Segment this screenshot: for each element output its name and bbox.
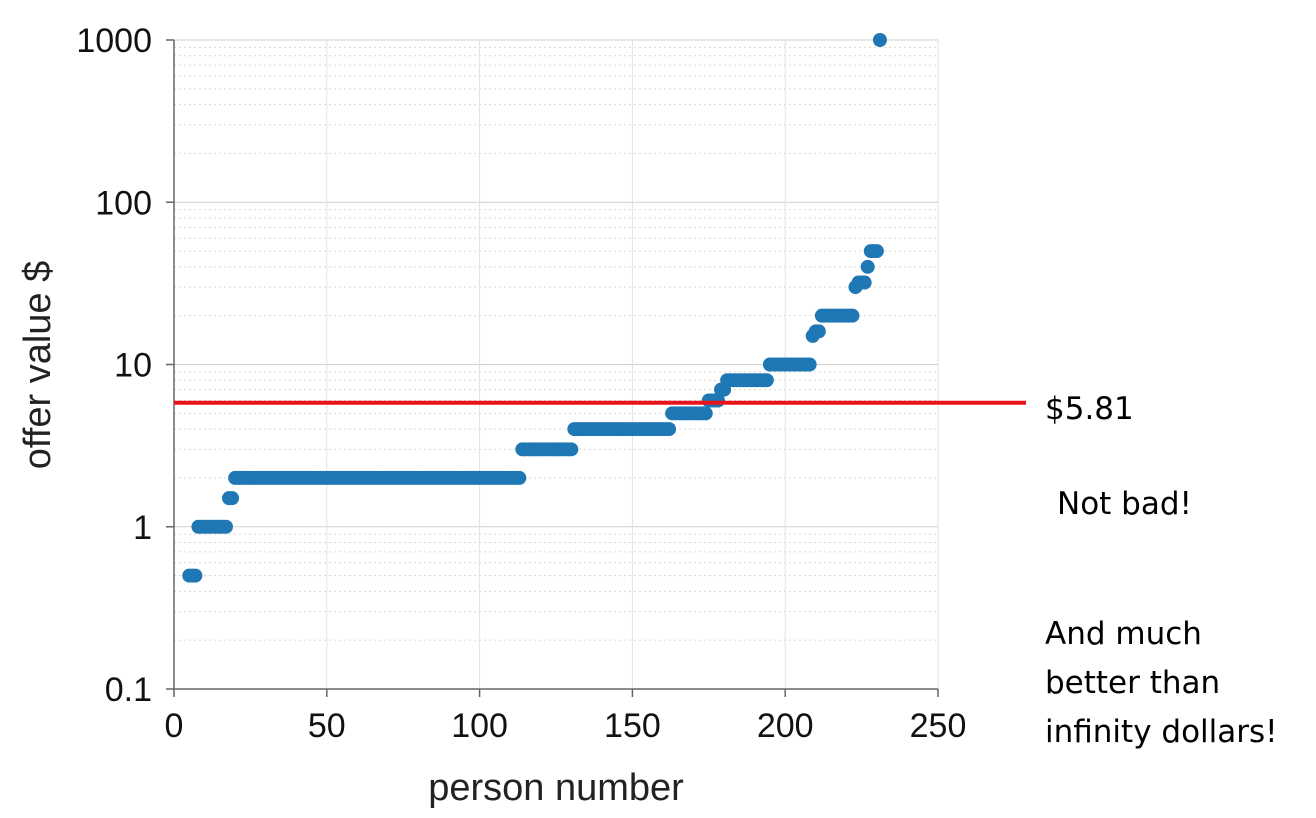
data-point — [872, 33, 887, 47]
data-point — [188, 568, 203, 583]
x-axis-title: person number — [428, 767, 684, 809]
x-tick-label: 100 — [451, 707, 508, 745]
tick-labels: 0 50 100 150 200 250 0.1 1 10 100 1000 — [76, 22, 966, 745]
data-point — [218, 519, 233, 534]
data-points — [182, 33, 887, 583]
x-tick-label: 50 — [308, 707, 346, 745]
y-tick-label: 1 — [133, 509, 152, 547]
x-tick-label: 0 — [165, 707, 184, 745]
data-point — [225, 491, 240, 506]
x-tick-label: 150 — [604, 707, 661, 745]
y-tick-label: 10 — [114, 347, 152, 385]
data-point — [564, 442, 579, 457]
reference-line-label: $5.81 — [1045, 391, 1134, 427]
axes — [166, 39, 939, 697]
data-point — [845, 308, 860, 323]
annotation-line-3: infinity dollars! — [1045, 714, 1278, 750]
data-point — [662, 422, 677, 437]
annotation-line-2: better than — [1045, 665, 1220, 701]
data-point — [860, 259, 875, 274]
data-point — [512, 470, 527, 485]
y-axis-title: offer value $ — [17, 261, 59, 469]
data-point — [869, 244, 884, 259]
data-point — [759, 373, 774, 388]
y-tick-label: 1000 — [76, 22, 152, 60]
data-point — [857, 275, 872, 290]
x-tick-label: 250 — [910, 707, 967, 745]
data-point — [811, 324, 826, 339]
data-point — [802, 357, 817, 372]
y-tick-label: 0.1 — [105, 671, 152, 709]
y-tick-label: 100 — [95, 184, 152, 222]
grid-lines — [173, 39, 939, 690]
x-tick-label: 200 — [757, 707, 814, 745]
annotation-line-1: And much — [1045, 616, 1202, 652]
data-point — [698, 406, 713, 421]
annotation-not-bad: Not bad! — [1057, 486, 1192, 522]
